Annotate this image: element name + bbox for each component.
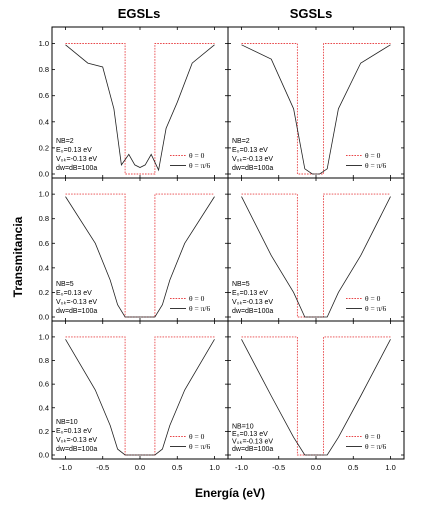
series-line-theta-pi6	[65, 196, 215, 318]
y-tick-label: 0.2	[39, 143, 49, 152]
series-line-theta-pi6	[65, 339, 215, 456]
x-tick-label: -0.5	[272, 463, 285, 472]
y-tick-label: 0.8	[39, 65, 49, 74]
legend-label: θ = 0	[189, 294, 205, 303]
y-tick-label: 0.2	[39, 427, 49, 436]
legend-label: θ = 0	[189, 151, 205, 160]
panel-annotation: V₀ₖ=-0.13 eV	[56, 299, 97, 306]
panel-annotation: dw=dB=100a	[232, 308, 273, 315]
panel-annotation: NB=2	[232, 138, 250, 145]
panel-annotation: NB=5	[56, 281, 74, 288]
panel-annotation: dw=dB=100a	[56, 308, 97, 315]
x-tick-label: 1.0	[385, 463, 395, 472]
y-tick-label: 0.4	[39, 403, 49, 412]
legend-label: θ = 0	[365, 294, 381, 303]
x-tick-label: 0.5	[172, 463, 182, 472]
panel-grid: 0.00.20.40.60.81.0NB=2E₀=0.13 eVV₀ₖ=-0.1…	[39, 26, 405, 472]
panel-sgsls-nb-2: NB=2 E₀=0.13 eV V₀ₖ=-0.13 eV dw=dB=100a θ = …	[227, 26, 405, 179]
legend-label: θ = π/6	[189, 304, 210, 313]
legend-label: θ = π/6	[365, 304, 386, 313]
series-line-theta-pi6	[65, 44, 215, 172]
panel-annotation: NB=5	[232, 281, 250, 288]
y-tick-label: 0.0	[39, 451, 49, 460]
legend-label: θ = 0	[365, 432, 381, 441]
panel-annotation: dw=dB=100a	[56, 446, 97, 453]
legend-label: θ = π/6	[189, 161, 210, 170]
y-tick-label: 0.8	[39, 214, 49, 223]
y-tick-label: 0.8	[39, 356, 49, 365]
y-tick-label: 0.0	[39, 313, 49, 322]
panel-annotation: NB=2	[56, 138, 74, 145]
legend-label: θ = π/6	[365, 442, 386, 451]
x-tick-label: 0.5	[348, 463, 358, 472]
series-line-theta-0	[65, 43, 215, 175]
y-tick-label: 0.6	[39, 239, 49, 248]
panel-egsls-nb-2: 0.0 0.2 0.4 0.6 0.8 1.0 NB=2 E₀=0.13 eV V₀ₖ=-0.1…	[39, 26, 229, 179]
y-tick-label: 0.6	[39, 91, 49, 100]
x-axis-title: Energía (eV)	[195, 486, 265, 500]
series-line-theta-pi6	[241, 196, 391, 318]
x-tick-label: -1.0	[235, 463, 248, 472]
x-tick-label: 0.0	[135, 463, 145, 472]
y-axis-title: Transmitancia	[11, 216, 25, 297]
x-tick-label: 0.0	[311, 463, 321, 472]
panel-annotation: E₀=0.13 eV	[232, 290, 268, 297]
panel-annotation: NB=10	[232, 424, 254, 431]
panel-annotation: V₀ₖ=-0.13 eV	[56, 437, 97, 444]
y-tick-label: 1.0	[39, 39, 49, 48]
x-tick-label: -0.5	[96, 463, 109, 472]
series-line-theta-pi6	[241, 44, 391, 175]
y-tick-label: 0.6	[39, 380, 49, 389]
y-tick-label: 1.0	[39, 190, 49, 199]
panel-annotation: V₀ₖ=-0.13 eV	[232, 439, 273, 446]
series-line-theta-pi6	[241, 339, 391, 456]
legend-label: θ = 0	[365, 151, 381, 160]
y-tick-label: 0.4	[39, 117, 49, 126]
panel-egsls-nb-5: 0.0 0.2 0.4 0.6 0.8 1.0 NB=5 E₀=0.13 eV V₀ₖ=-0.1…	[39, 177, 229, 322]
panel-annotation: dw=dB=100a	[232, 446, 273, 453]
panel-annotation: NB=10	[56, 419, 78, 426]
panel-sgsls-nb-5: NB=5 E₀=0.13 eV V₀ₖ=-0.13 eV dw=dB=100a θ = …	[227, 177, 405, 322]
panel-egsls-nb-10: 0.0 0.2 0.4 0.6 0.8 1.0 -1.0 -0.5 0.0 0.5 1.0 NB=10…	[39, 320, 229, 472]
col-title-sgsls: SGSLs	[290, 6, 333, 21]
col-title-egsls: EGSLs	[118, 6, 161, 21]
panel-annotation: dw=dB=100a	[56, 165, 97, 172]
y-tick-label: 1.0	[39, 332, 49, 341]
x-tick-label: -1.0	[59, 463, 72, 472]
series-line-theta-0	[241, 43, 391, 175]
panel-annotation: E₀=0.13 eV	[56, 290, 92, 297]
panel-annotation: E₀=0.13 eV	[56, 147, 92, 154]
legend-label: θ = π/6	[365, 161, 386, 170]
y-tick-label: 0.4	[39, 263, 49, 272]
legend-label: θ = 0	[189, 432, 205, 441]
panel-annotation: E₀=0.13 eV	[232, 147, 268, 154]
x-tick-label: 1.0	[209, 463, 219, 472]
panel-annotation: V₀ₖ=-0.13 eV	[56, 156, 97, 163]
y-tick-label: 0.2	[39, 288, 49, 297]
legend-label: θ = π/6	[189, 442, 210, 451]
panel-annotation: E₀=0.13 eV	[232, 431, 268, 438]
panel-annotation: V₀ₖ=-0.13 eV	[232, 156, 273, 163]
y-tick-label: 0.0	[39, 170, 49, 179]
panel-annotation: E₀=0.13 eV	[56, 428, 92, 435]
panel-annotation: dw=dB=100a	[232, 165, 273, 172]
panel-annotation: V₀ₖ=-0.13 eV	[232, 299, 273, 306]
